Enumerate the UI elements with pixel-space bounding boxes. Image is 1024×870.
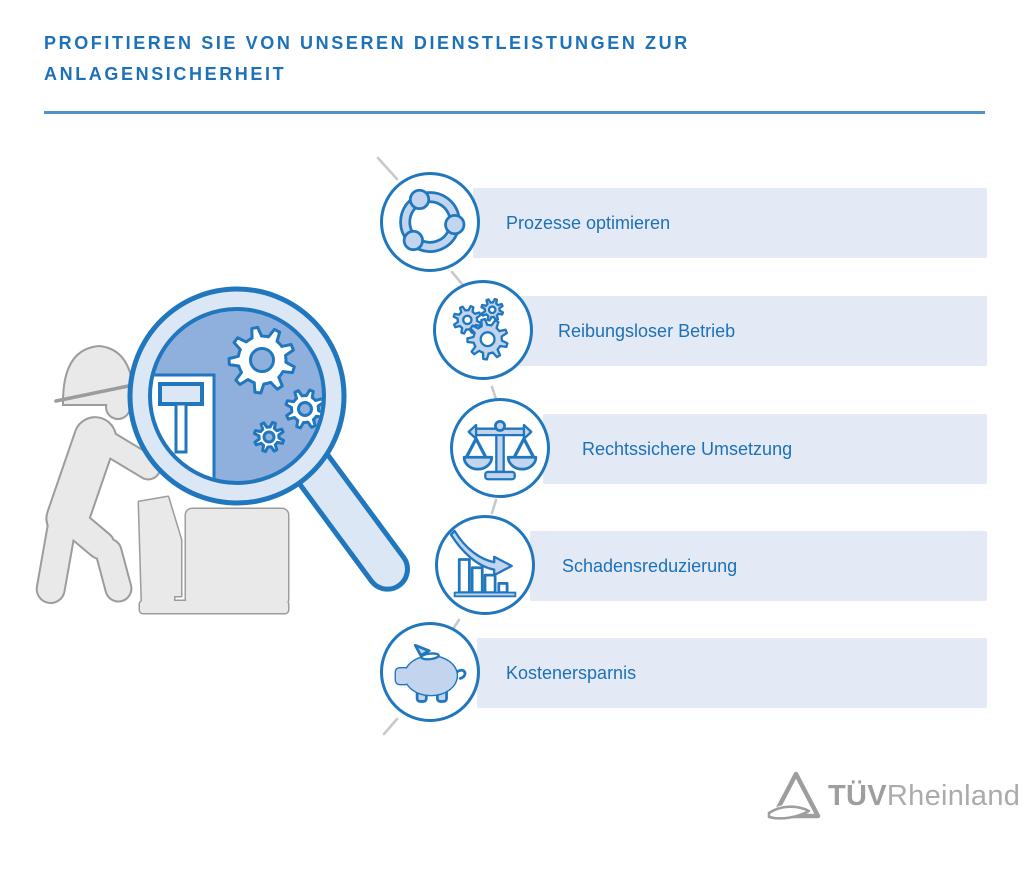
benefit-icon-circle-betrieb xyxy=(433,280,533,380)
benefit-icon-circle-prozesse xyxy=(380,172,480,272)
logo-text-rheinland: Rheinland xyxy=(886,779,1021,812)
machine-icon xyxy=(137,495,290,615)
page-title-line2: ANLAGENSICHERHEIT xyxy=(44,64,287,84)
tuv-rheinland-logo: TÜVRheinland xyxy=(766,768,1020,824)
piggy-bank-icon xyxy=(394,643,467,703)
hard-hat-brim xyxy=(54,382,140,403)
declining-chart-icon xyxy=(449,529,517,598)
benefit-label: Reibungsloser Betrieb xyxy=(558,320,736,341)
benefit-band-prozesse: Prozesse optimieren xyxy=(473,188,987,258)
benefit-band-kostenersparnis: Kostenersparnis xyxy=(477,638,987,708)
benefit-label: Prozesse optimieren xyxy=(506,212,671,233)
sync-arrows-icon xyxy=(399,188,466,253)
page-title-line1: PROFITIEREN SIE VON UNSEREN DIENSTLEISTU… xyxy=(44,33,690,53)
logo-wordmark: TÜVRheinland xyxy=(828,780,1020,813)
magnifying-glass-icon xyxy=(127,286,410,592)
benefit-band-betrieb: Reibungsloser Betrieb xyxy=(518,296,987,366)
title-underline xyxy=(44,111,985,114)
scales-icon xyxy=(462,419,538,481)
worker-figure-icon xyxy=(35,344,162,605)
benefit-icon-circle-umsetzung xyxy=(450,398,550,498)
benefit-label: Kostenersparnis xyxy=(506,662,637,683)
page-title: PROFITIEREN SIE VON UNSEREN DIENSTLEISTU… xyxy=(44,28,944,90)
benefit-icon-circle-kostenersparnis xyxy=(380,622,480,722)
lens-machine-bar xyxy=(174,402,188,454)
gears-icon xyxy=(452,297,509,361)
lens-gears-icon xyxy=(227,325,322,454)
benefit-label: Rechtssichere Umsetzung xyxy=(582,438,793,459)
benefit-label: Schadensreduzierung xyxy=(562,555,738,576)
benefit-icon-circle-schadensreduzierung xyxy=(435,515,535,615)
benefit-band-schadensreduzierung: Schadensreduzierung xyxy=(530,531,987,601)
logo-text-tuv: TÜV xyxy=(828,779,887,812)
benefit-band-umsetzung: Rechtssichere Umsetzung xyxy=(543,414,987,484)
tuv-triangle-logo-icon xyxy=(767,771,821,820)
lens-machine-head xyxy=(158,382,204,406)
